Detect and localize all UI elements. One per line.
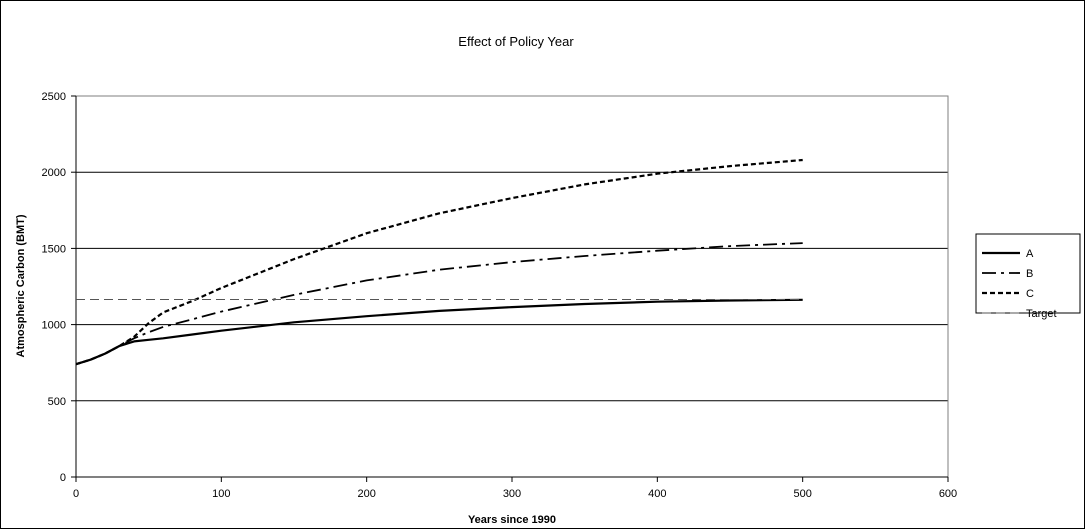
x-tick-label: 600 [939,488,957,500]
series-line-b [75,242,803,366]
legend-label-a: A [1026,248,1034,260]
y-tick-label: 2500 [42,91,66,103]
legend-label-c: C [1026,288,1034,300]
x-tick-label: 400 [648,488,666,500]
y-tick-label: 2000 [42,167,66,179]
x-axis-label: Years since 1990 [468,514,556,526]
legend-label-target: Target [1026,308,1057,320]
series-group [75,158,803,366]
x-tick-label: 0 [73,488,79,500]
x-tick-label: 300 [503,488,521,500]
legend: ABC Target [975,233,1081,320]
x-tick-label: 500 [793,488,811,500]
chart-title: Effect of Policy Year [458,34,574,49]
y-tick-label: 500 [48,396,66,408]
x-tick-label: 200 [357,488,375,500]
y-tick-label: 1000 [42,320,66,332]
x-tick-label: 100 [212,488,230,500]
y-tick-label: 0 [60,472,66,484]
legend-label-b: B [1026,268,1033,280]
series-line-c [75,158,803,366]
y-tick-label: 1500 [42,243,66,255]
y-axis-label: Atmospheric Carbon (BMT) [15,214,27,357]
axes: 0 500 1000 1500 2000 2500 0 100 200 300 400 500 600 [42,91,958,500]
